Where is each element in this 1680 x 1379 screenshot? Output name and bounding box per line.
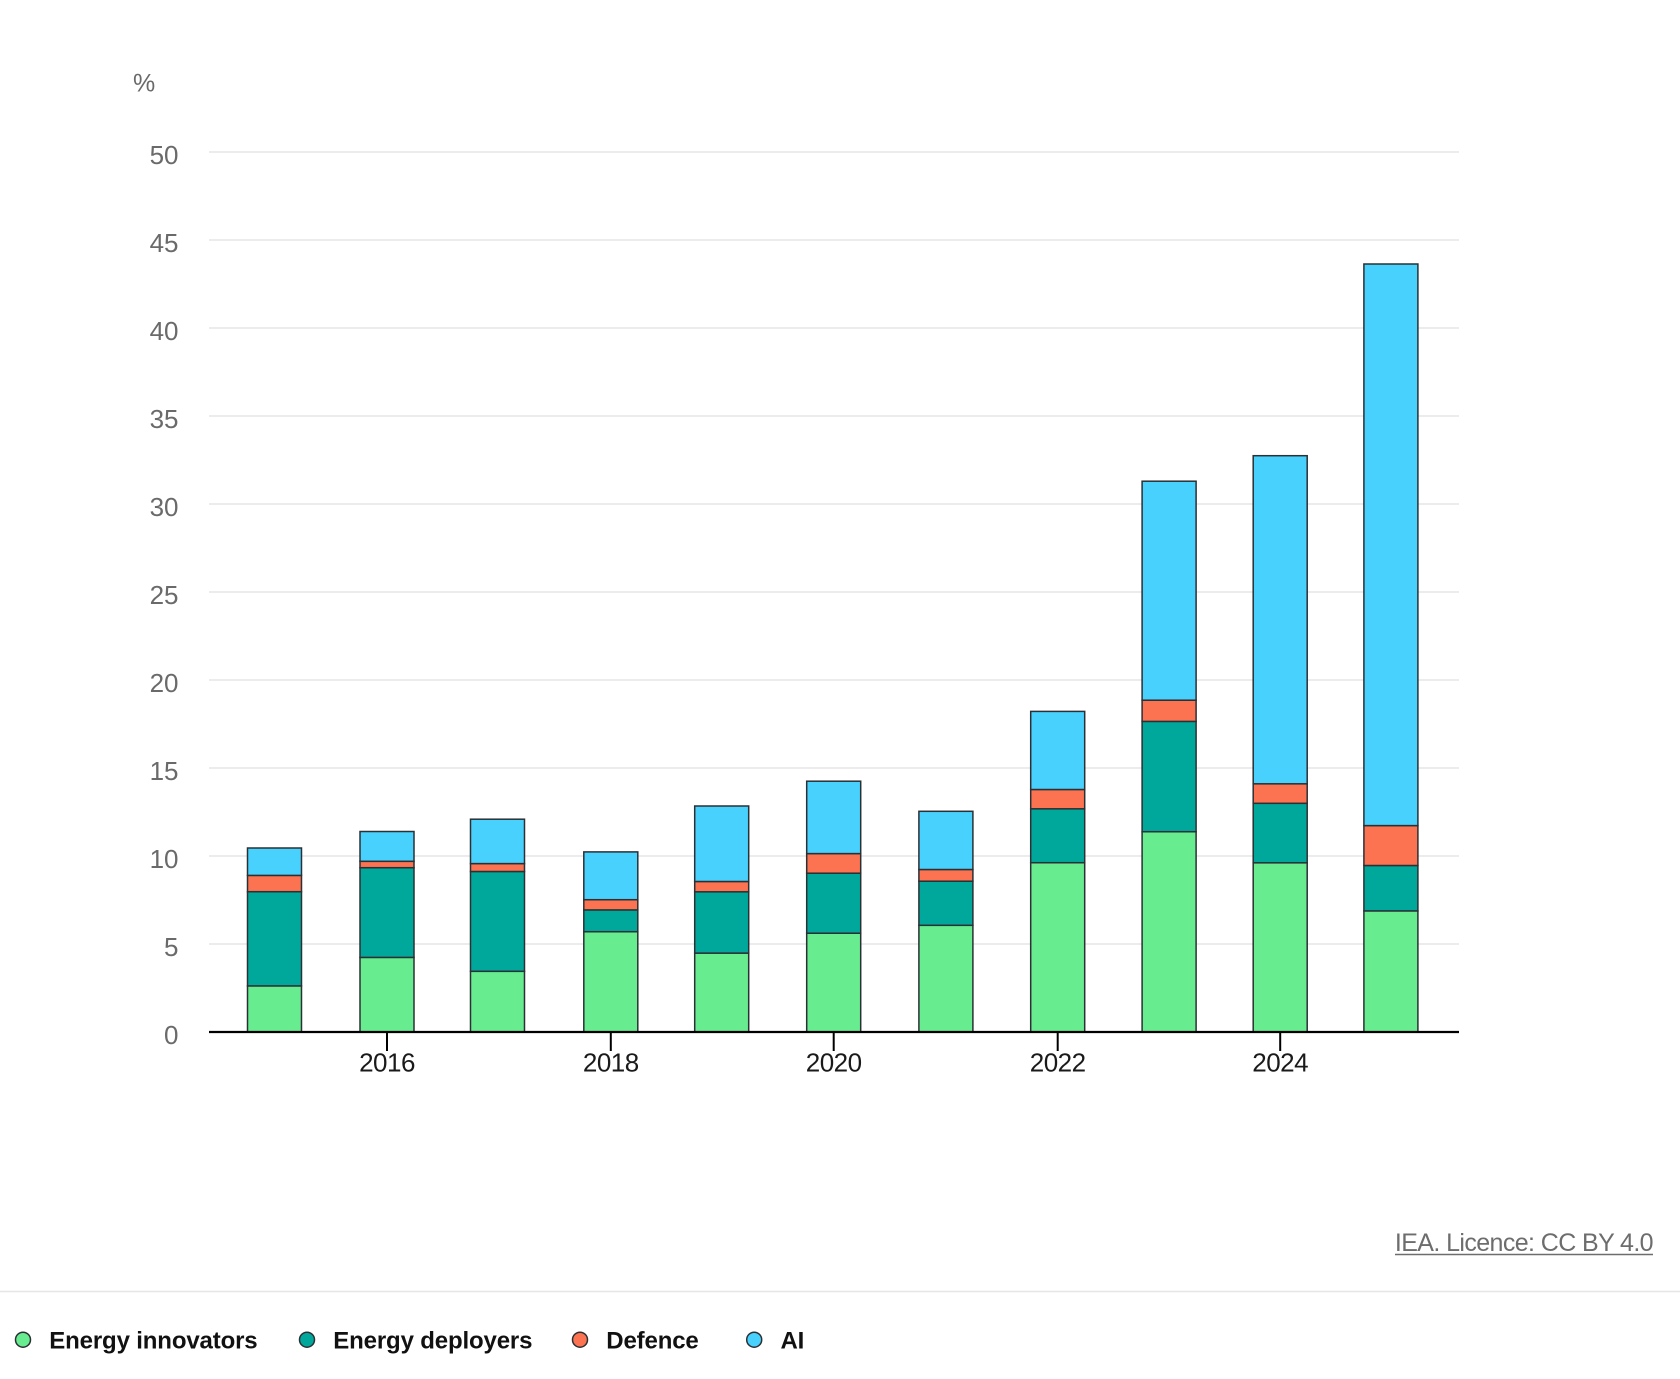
svg-text:35: 35 [150,404,179,434]
svg-text:25: 25 [150,580,179,610]
svg-text:5: 5 [164,932,178,962]
svg-text:2022: 2022 [1030,1048,1086,1078]
svg-text:40: 40 [150,316,179,346]
svg-text:AI: AI [781,1328,805,1355]
svg-text:%: % [133,70,155,98]
svg-text:20: 20 [150,668,179,698]
svg-text:Energy innovators: Energy innovators [49,1328,257,1355]
svg-text:30: 30 [150,492,179,522]
svg-text:45: 45 [150,228,179,258]
svg-text:2016: 2016 [359,1048,415,1078]
svg-text:2020: 2020 [806,1048,862,1078]
svg-text:50: 50 [150,140,179,170]
svg-text:15: 15 [150,756,179,786]
svg-text:2024: 2024 [1252,1048,1308,1078]
svg-text:Defence: Defence [606,1328,698,1355]
svg-text:10: 10 [150,844,179,874]
svg-text:2018: 2018 [583,1048,639,1078]
svg-text:Energy deployers: Energy deployers [333,1328,532,1355]
svg-text:0: 0 [164,1020,178,1050]
svg-text:IEA. Licence: CC BY 4.0: IEA. Licence: CC BY 4.0 [1395,1229,1653,1257]
